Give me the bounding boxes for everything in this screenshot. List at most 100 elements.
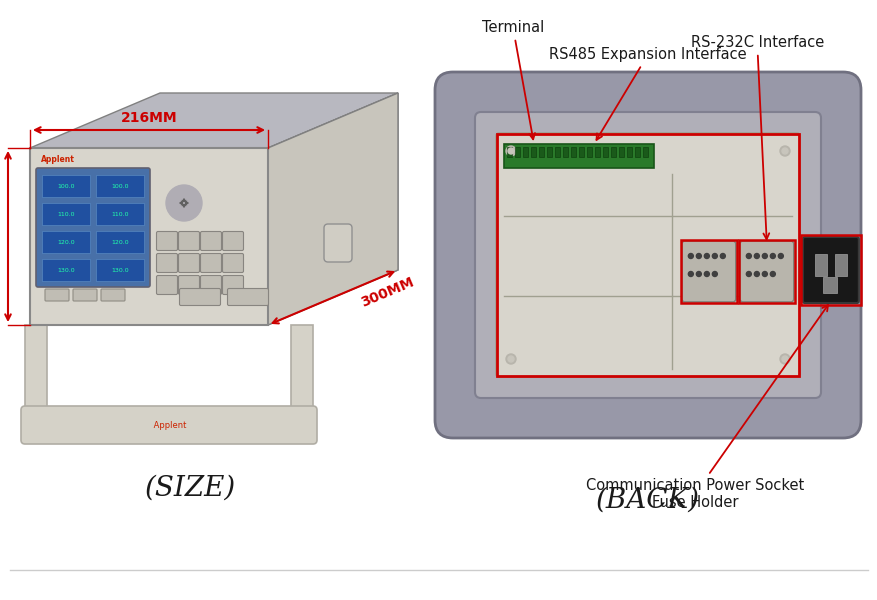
- FancyBboxPatch shape: [45, 289, 69, 301]
- Text: 130.0: 130.0: [57, 268, 75, 272]
- Circle shape: [695, 253, 701, 259]
- Text: (SIZE): (SIZE): [144, 475, 235, 502]
- Bar: [578, 147, 583, 157]
- Circle shape: [781, 148, 787, 154]
- Bar: [96, 203, 144, 225]
- Circle shape: [745, 253, 751, 259]
- FancyBboxPatch shape: [200, 232, 221, 251]
- FancyBboxPatch shape: [324, 224, 352, 262]
- Bar: [562, 147, 567, 157]
- Circle shape: [703, 253, 709, 259]
- Bar: [587, 147, 591, 157]
- Text: 88MM: 88MM: [0, 213, 3, 260]
- Text: 216MM: 216MM: [120, 111, 177, 125]
- FancyBboxPatch shape: [474, 112, 820, 398]
- FancyBboxPatch shape: [178, 232, 199, 251]
- FancyBboxPatch shape: [21, 406, 317, 444]
- Circle shape: [781, 356, 787, 362]
- Circle shape: [711, 253, 717, 259]
- Text: RS-232C Interface: RS-232C Interface: [690, 35, 823, 239]
- Circle shape: [769, 271, 774, 277]
- Bar: [506, 147, 511, 157]
- Bar: [602, 147, 607, 157]
- FancyBboxPatch shape: [681, 241, 735, 302]
- FancyBboxPatch shape: [739, 241, 793, 302]
- Circle shape: [779, 354, 789, 364]
- Circle shape: [505, 146, 516, 156]
- Bar: [96, 231, 144, 253]
- Circle shape: [745, 271, 751, 277]
- Bar: [515, 147, 519, 157]
- Bar: [503, 144, 653, 168]
- FancyBboxPatch shape: [222, 275, 243, 295]
- Circle shape: [777, 253, 782, 259]
- Text: Terminal: Terminal: [481, 20, 544, 139]
- FancyBboxPatch shape: [156, 275, 177, 295]
- FancyBboxPatch shape: [178, 253, 199, 272]
- Text: Applent: Applent: [151, 421, 187, 431]
- Text: 300MM: 300MM: [359, 275, 416, 310]
- Text: 110.0: 110.0: [111, 211, 129, 217]
- Text: (BACK): (BACK): [595, 487, 699, 514]
- Bar: [570, 147, 575, 157]
- Bar: [626, 147, 631, 157]
- Bar: [96, 259, 144, 281]
- Text: 130.0: 130.0: [111, 268, 129, 272]
- Circle shape: [779, 146, 789, 156]
- Bar: [634, 147, 639, 157]
- Circle shape: [695, 271, 701, 277]
- Circle shape: [761, 253, 766, 259]
- FancyBboxPatch shape: [179, 289, 220, 305]
- FancyBboxPatch shape: [36, 168, 150, 287]
- Bar: [290, 325, 312, 430]
- Circle shape: [508, 148, 513, 154]
- Text: Applent: Applent: [41, 155, 75, 164]
- Bar: [496, 134, 798, 376]
- FancyBboxPatch shape: [73, 289, 96, 301]
- Bar: [595, 147, 599, 157]
- Circle shape: [753, 271, 759, 277]
- Bar: [30, 148, 267, 325]
- FancyBboxPatch shape: [227, 289, 268, 305]
- Polygon shape: [267, 93, 397, 325]
- Bar: [680, 240, 736, 303]
- Circle shape: [719, 253, 724, 259]
- FancyBboxPatch shape: [222, 232, 243, 251]
- Bar: [800, 235, 859, 305]
- FancyBboxPatch shape: [178, 275, 199, 295]
- FancyBboxPatch shape: [222, 253, 243, 272]
- FancyBboxPatch shape: [200, 253, 221, 272]
- Bar: [96, 175, 144, 197]
- Bar: [546, 147, 552, 157]
- Bar: [25, 325, 47, 430]
- Bar: [523, 147, 527, 157]
- FancyBboxPatch shape: [200, 275, 221, 295]
- Polygon shape: [30, 93, 397, 148]
- Text: 120.0: 120.0: [111, 239, 129, 245]
- FancyBboxPatch shape: [434, 72, 860, 438]
- Bar: [738, 240, 794, 303]
- FancyBboxPatch shape: [156, 253, 177, 272]
- Bar: [642, 147, 647, 157]
- Bar: [42, 203, 90, 225]
- Text: 100.0: 100.0: [57, 184, 75, 188]
- Bar: [814, 254, 826, 276]
- Text: 120.0: 120.0: [57, 239, 75, 245]
- Bar: [610, 147, 616, 157]
- Circle shape: [166, 185, 202, 221]
- Circle shape: [753, 253, 759, 259]
- Circle shape: [769, 253, 774, 259]
- Circle shape: [761, 271, 766, 277]
- Circle shape: [688, 271, 693, 277]
- Circle shape: [711, 271, 717, 277]
- Circle shape: [508, 356, 513, 362]
- Bar: [42, 231, 90, 253]
- FancyBboxPatch shape: [802, 237, 858, 303]
- FancyBboxPatch shape: [101, 289, 125, 301]
- Bar: [618, 147, 624, 157]
- Bar: [822, 277, 836, 293]
- Text: Communication Power Socket
Fuse Holder: Communication Power Socket Fuse Holder: [585, 305, 827, 511]
- Bar: [42, 259, 90, 281]
- Circle shape: [703, 271, 709, 277]
- Polygon shape: [267, 93, 397, 325]
